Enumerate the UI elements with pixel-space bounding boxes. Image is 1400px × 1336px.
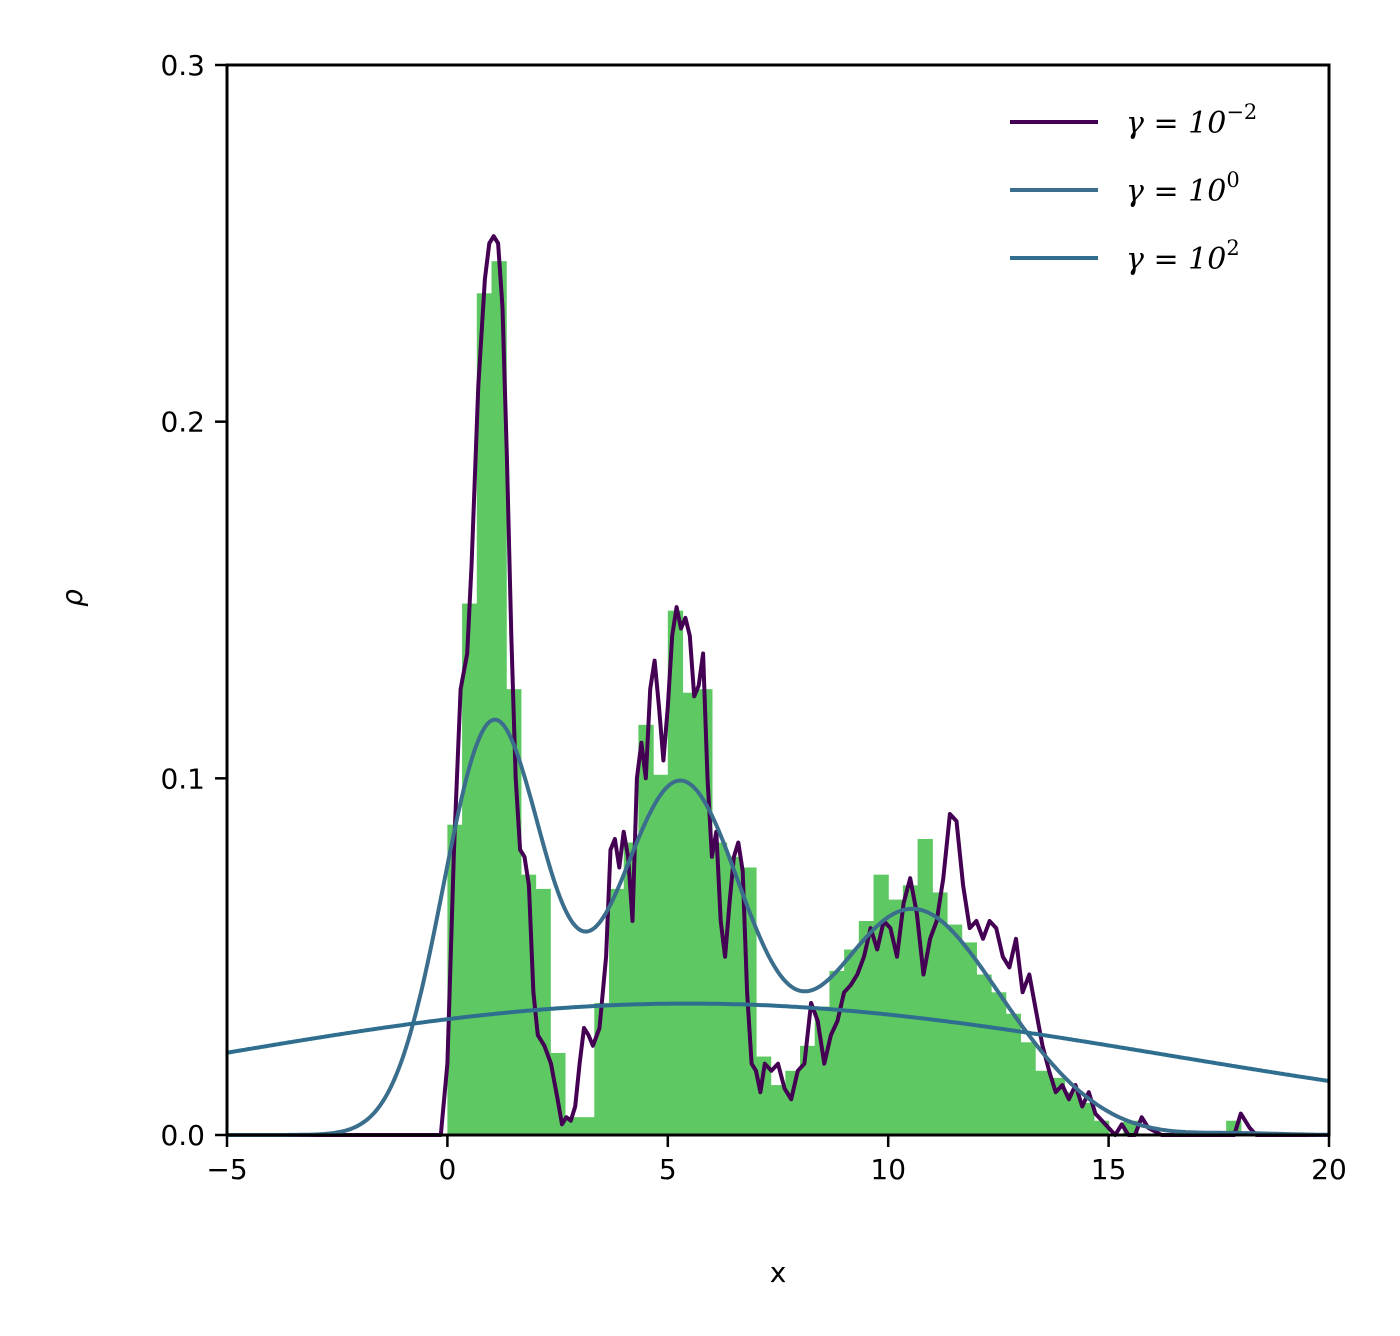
- histogram-bar: [946, 924, 963, 1135]
- y-tick-label: 0.2: [160, 406, 205, 439]
- histogram-bar: [653, 774, 669, 1135]
- histogram-bar: [462, 603, 478, 1135]
- x-tick-label: 15: [1091, 1153, 1127, 1186]
- histogram-bar: [1035, 1070, 1051, 1135]
- histogram-bar: [711, 842, 728, 1135]
- series-line-1: [227, 717, 1329, 1137]
- x-axis-label: x: [770, 1256, 787, 1289]
- histogram-bar: [579, 1117, 595, 1135]
- histogram-bar: [755, 1056, 772, 1135]
- series-line-0: [227, 234, 1329, 1137]
- histogram-bar: [858, 921, 875, 1135]
- histogram-bar: [609, 888, 625, 1135]
- y-tick-label: 0.3: [160, 49, 205, 82]
- legend-label: γ = 102: [1126, 236, 1240, 277]
- x-tick-label: 0: [438, 1153, 456, 1186]
- y-axis: 0.0 0.1 0.2 0.3: [160, 49, 227, 1152]
- series-lines: [226, 234, 1330, 1137]
- histogram-bar: [991, 992, 1007, 1135]
- histogram-bar: [682, 692, 698, 1135]
- histogram-bar: [1020, 1042, 1036, 1135]
- histogram-bar: [1005, 1013, 1022, 1135]
- histogram-bar: [476, 293, 493, 1135]
- histogram-bar: [770, 1085, 786, 1135]
- histogram-bar: [623, 842, 639, 1135]
- histogram-bar: [800, 1045, 816, 1135]
- histogram-bar: [902, 885, 919, 1135]
- y-tick-label: 0.0: [160, 1119, 205, 1152]
- histogram-bar: [638, 724, 654, 1135]
- histogram-bar: [873, 874, 889, 1135]
- x-axis: −5 0 5 10 15 20: [206, 1135, 1347, 1186]
- legend-label: γ = 10−2: [1126, 100, 1257, 141]
- x-tick-label: −5: [206, 1153, 247, 1186]
- histogram-bar: [535, 888, 551, 1135]
- histogram-bar: [917, 838, 933, 1135]
- histogram: [447, 261, 1242, 1136]
- series-line-2: [226, 1001, 1330, 1083]
- x-tick-label: 10: [870, 1153, 906, 1186]
- histogram-bar: [976, 974, 992, 1135]
- x-tick-label: 20: [1311, 1153, 1347, 1186]
- histogram-bar: [726, 856, 742, 1135]
- legend-label: γ = 100: [1126, 168, 1240, 209]
- histogram-bar: [1079, 1102, 1095, 1135]
- histogram-bar: [844, 949, 860, 1135]
- histogram-bar: [785, 1070, 801, 1135]
- histogram-bar: [961, 942, 977, 1135]
- histogram-bar: [932, 892, 948, 1135]
- plot-frame: [225, 63, 1331, 1137]
- histogram-bar: [1064, 1092, 1080, 1135]
- y-axis-label: ρ: [56, 589, 89, 607]
- legend: γ = 10−2 γ = 100 γ = 102: [1010, 100, 1257, 277]
- histogram-bar: [491, 261, 507, 1136]
- y-tick-label: 0.1: [160, 762, 205, 795]
- x-tick-label: 5: [659, 1153, 677, 1186]
